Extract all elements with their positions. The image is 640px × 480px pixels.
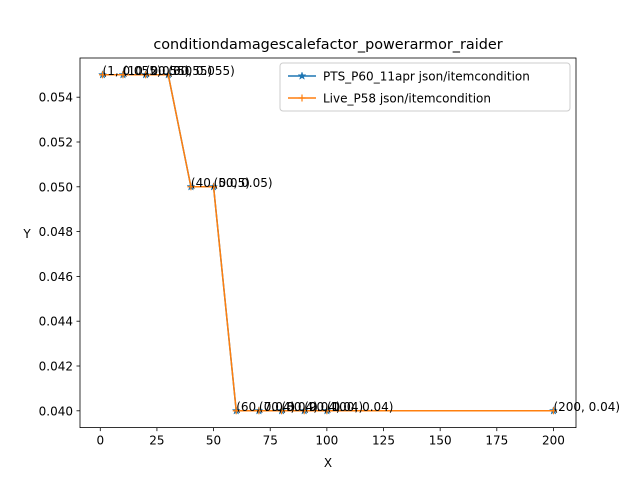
y-tick-label: 0.048 [39,225,73,239]
x-tick-label: 150 [429,434,452,448]
legend-entry: PTS_P60_11apr json/itemcondition [288,70,530,84]
y-axis: 0.040 0.042 0.044 0.046 0.048 0.050 0.052 0.054 [39,91,80,418]
data-point [300,407,308,415]
data-point [119,71,127,79]
y-tick-label: 0.046 [39,270,73,284]
data-point [549,407,557,415]
data-point [210,183,218,191]
x-tick-label: 0 [96,434,104,448]
x-axis-label: X [324,456,332,470]
plot-frame [79,57,577,429]
x-tick-label: 25 [149,434,164,448]
data-label: (20, 0.055) [146,64,213,78]
data-label: (200, 0.04) [553,400,620,414]
plot-area: (1, 0.055)(10, 0.055)(20, 0.055)(30, 0.0… [98,64,620,415]
data-point [164,71,172,79]
x-tick-label: 50 [206,434,221,448]
data-label: (80, 0.04) [282,400,341,414]
data-point [187,183,195,191]
chart-title: conditiondamagescalefactor_powerarmor_ra… [153,37,502,53]
x-axis: 0 25 50 75 100 125 150 175 200 [96,427,565,448]
data-label: (60, 0.04) [236,400,295,414]
x-tick-label: 200 [542,434,565,448]
data-point [232,407,240,415]
legend-box [279,62,571,112]
legend-entry: Live_P58 json/itemcondition [288,92,491,106]
legend-label: Live_P58 json/itemcondition [323,92,491,106]
x-tick-label: 175 [485,434,508,448]
data-label: (40, 0.05) [191,176,250,190]
data-label: (50, 0.05) [214,176,273,190]
data-point [255,407,263,415]
legend: PTS_P60_11apr json/itemcondition Live_P58… [279,62,571,112]
data-point [323,407,331,415]
series-line [102,74,554,412]
legend-label: PTS_P60_11apr json/itemcondition [323,70,530,84]
y-tick-label: 0.050 [39,180,73,194]
data-point [99,71,107,79]
y-tick-label: 0.042 [39,360,73,374]
data-label: (10, 0.055) [123,64,190,78]
data-point [278,407,286,415]
y-tick-label: 0.054 [39,91,73,105]
data-label: (1, 0.055) [103,64,162,78]
data-label: (90, 0.04) [304,400,363,414]
data-label: (100, 0.04) [327,400,394,414]
y-tick-label: 0.044 [39,315,73,329]
y-axis-label: Y [22,227,31,241]
data-label: (30, 0.055) [168,64,235,78]
y-tick-label: 0.052 [39,136,73,150]
x-tick-label: 75 [263,434,278,448]
y-tick-label: 0.040 [39,404,73,418]
x-tick-label: 125 [372,434,395,448]
data-point [142,71,150,79]
x-tick-label: 100 [315,434,338,448]
data-label: (70, 0.04) [259,400,318,414]
